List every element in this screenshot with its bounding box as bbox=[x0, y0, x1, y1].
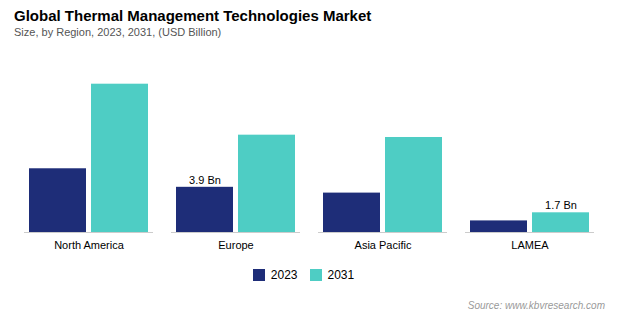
svg-text:North America: North America bbox=[54, 239, 125, 251]
svg-text:Europe: Europe bbox=[218, 239, 253, 251]
svg-text:LAMEA: LAMEA bbox=[511, 239, 549, 251]
html-text:2023: 2023 bbox=[270, 267, 298, 282]
html-text:Global Thermal Management Tech: Global Thermal Management Technologies M… bbox=[14, 7, 372, 24]
html-text:2031: 2031 bbox=[327, 267, 355, 282]
svg-text:3.9 Bn: 3.9 Bn bbox=[189, 174, 221, 186]
svg-text:Asia Pacific: Asia Pacific bbox=[355, 239, 412, 251]
svg-text:1.7 Bn: 1.7 Bn bbox=[545, 199, 577, 211]
html-text:Size, by Region, 2023, 2031, (: Size, by Region, 2023, 2031, (USD Billio… bbox=[14, 26, 222, 38]
html-text:Source: www.kbvresearch.com: Source: www.kbvresearch.com bbox=[467, 300, 605, 311]
